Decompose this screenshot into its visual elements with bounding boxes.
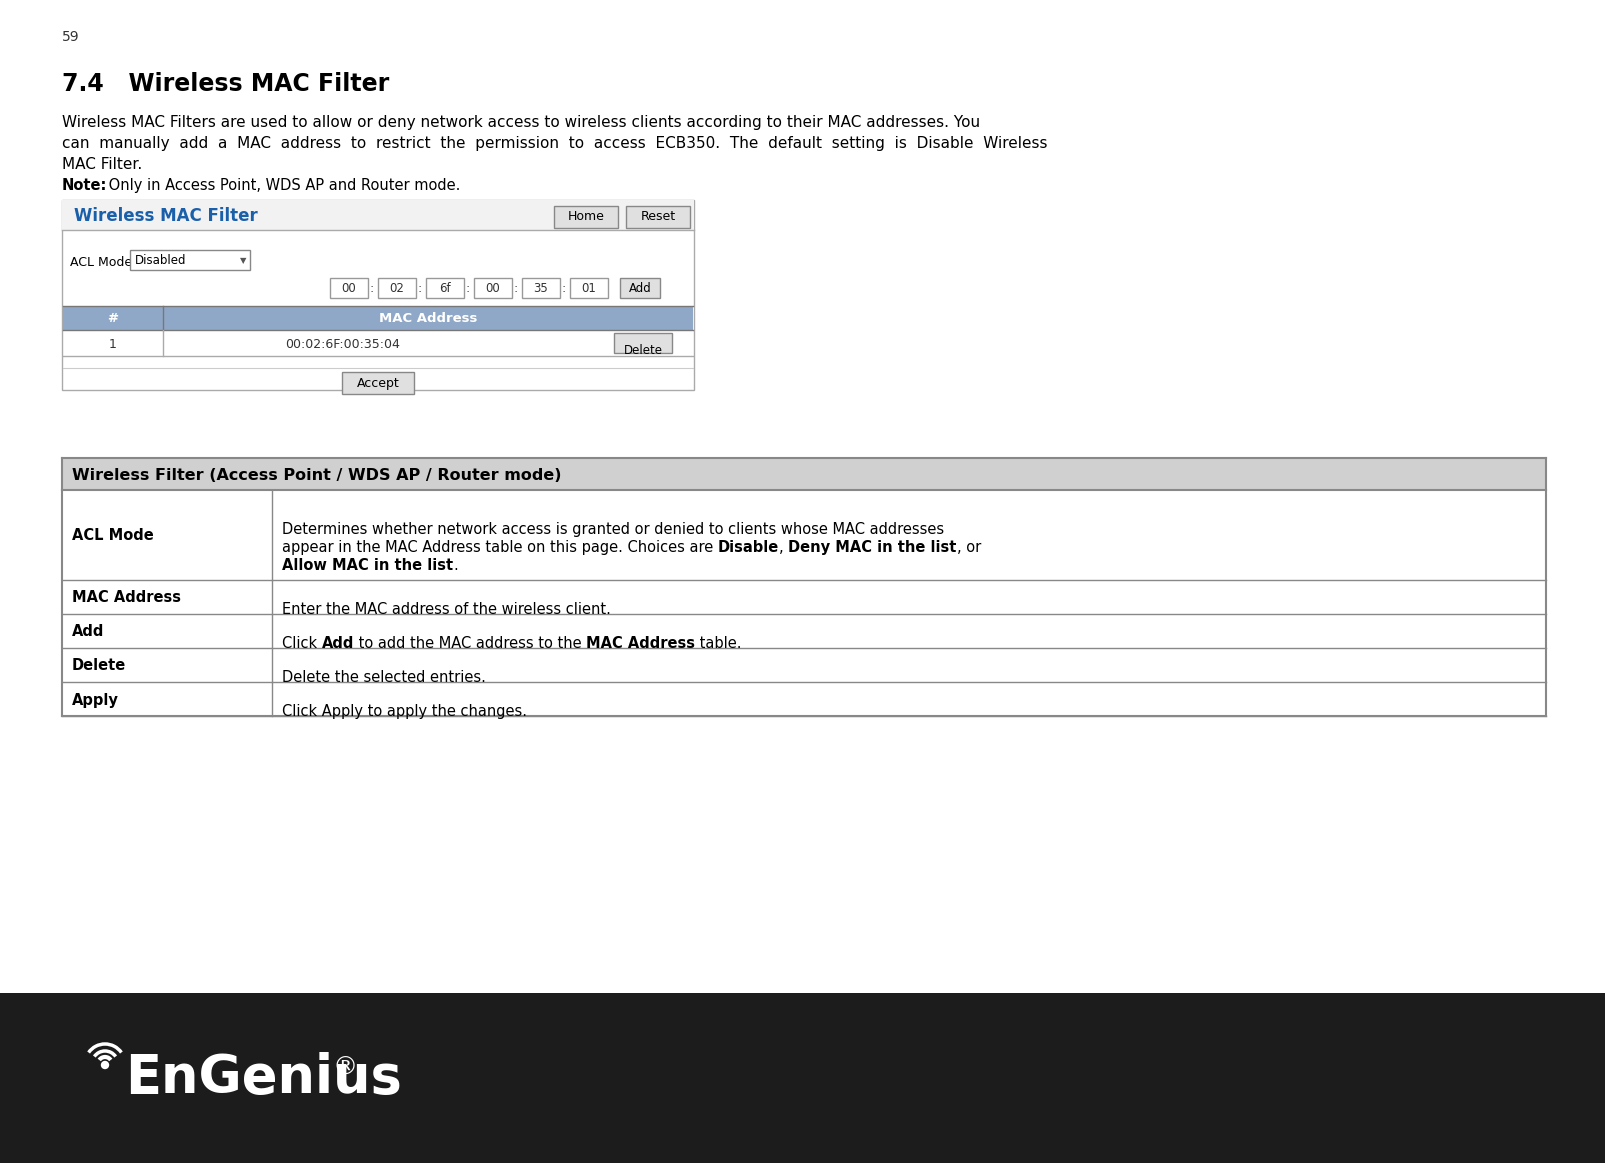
Bar: [63, 580, 1546, 614]
Bar: [0, 993, 1605, 1163]
Text: Add: Add: [628, 283, 652, 295]
Text: ®: ®: [332, 1056, 358, 1080]
Bar: [63, 306, 693, 330]
Bar: [473, 278, 512, 298]
Text: , or: , or: [957, 540, 981, 555]
Text: Note:: Note:: [63, 178, 108, 193]
Text: 00: 00: [485, 283, 501, 295]
Text: 35: 35: [533, 283, 547, 295]
Text: EnGenius: EnGenius: [125, 1053, 401, 1104]
Bar: [613, 333, 671, 354]
Bar: [620, 278, 660, 298]
Text: 1: 1: [109, 337, 117, 350]
Text: Delete the selected entries.: Delete the selected entries.: [282, 670, 486, 685]
Text: Only in Access Point, WDS AP and Router mode.: Only in Access Point, WDS AP and Router …: [104, 178, 461, 193]
Text: Reset: Reset: [640, 211, 676, 223]
Text: Wireless Filter (Access Point / WDS AP / Router mode): Wireless Filter (Access Point / WDS AP /…: [72, 468, 562, 483]
Text: appear in the MAC Address table on this page. Choices are: appear in the MAC Address table on this …: [282, 540, 717, 555]
Text: 00: 00: [342, 283, 356, 295]
Text: Add: Add: [321, 636, 355, 651]
Text: to add the MAC address to the: to add the MAC address to the: [355, 636, 586, 651]
Bar: [570, 278, 608, 298]
Bar: [63, 200, 693, 390]
Text: #: #: [108, 313, 119, 326]
Text: MAC Address: MAC Address: [379, 313, 477, 326]
Text: Delete: Delete: [72, 658, 127, 673]
Text: Enter the MAC address of the wireless client.: Enter the MAC address of the wireless cl…: [282, 602, 610, 618]
Bar: [342, 372, 414, 394]
Bar: [377, 278, 416, 298]
Text: ACL Mode: ACL Mode: [72, 528, 154, 543]
Text: ,: ,: [778, 540, 788, 555]
Text: 6f: 6f: [438, 283, 451, 295]
Text: Deny MAC in the list: Deny MAC in the list: [788, 540, 957, 555]
Text: :: :: [514, 283, 518, 295]
Text: :: :: [417, 283, 422, 295]
Text: :: :: [562, 283, 567, 295]
Text: 7.4   Wireless MAC Filter: 7.4 Wireless MAC Filter: [63, 72, 388, 97]
Text: Add: Add: [72, 625, 104, 640]
Bar: [63, 682, 1546, 716]
Text: Click Apply to apply the changes.: Click Apply to apply the changes.: [282, 704, 526, 719]
Text: 02: 02: [390, 283, 404, 295]
Text: Delete: Delete: [623, 343, 663, 357]
Text: Wireless MAC Filters are used to allow or deny network access to wireless client: Wireless MAC Filters are used to allow o…: [63, 115, 979, 130]
Bar: [63, 648, 1546, 682]
Circle shape: [101, 1062, 109, 1069]
Bar: [425, 278, 464, 298]
Text: Home: Home: [567, 211, 603, 223]
Text: ACL Mode: ACL Mode: [71, 256, 132, 269]
Text: .: .: [453, 558, 457, 573]
Text: Apply: Apply: [72, 692, 119, 707]
Text: Wireless MAC Filter: Wireless MAC Filter: [74, 207, 257, 224]
Bar: [130, 250, 250, 270]
Text: Determines whether network access is granted or denied to clients whose MAC addr: Determines whether network access is gra…: [282, 522, 944, 537]
Bar: [554, 206, 618, 228]
Text: MAC Address: MAC Address: [72, 591, 181, 606]
Text: Disable: Disable: [717, 540, 778, 555]
Text: MAC Filter.: MAC Filter.: [63, 157, 143, 172]
Text: 01: 01: [581, 283, 595, 295]
Bar: [63, 200, 693, 230]
Text: 00:02:6F:00:35:04: 00:02:6F:00:35:04: [286, 337, 400, 350]
Bar: [522, 278, 560, 298]
Text: Allow MAC in the list: Allow MAC in the list: [282, 558, 453, 573]
Bar: [63, 614, 1546, 648]
Bar: [626, 206, 690, 228]
Text: Disabled: Disabled: [135, 255, 186, 267]
Text: can  manually  add  a  MAC  address  to  restrict  the  permission  to  access  : can manually add a MAC address to restri…: [63, 136, 1046, 151]
Text: ▼: ▼: [239, 257, 246, 265]
Text: :: :: [369, 283, 374, 295]
Bar: [63, 458, 1546, 490]
Bar: [329, 278, 368, 298]
Text: Accept: Accept: [356, 377, 400, 390]
Text: MAC Address: MAC Address: [586, 636, 695, 651]
Text: 59: 59: [63, 30, 80, 44]
Text: Click: Click: [282, 636, 321, 651]
Text: table.: table.: [695, 636, 742, 651]
Bar: [63, 490, 1546, 580]
Text: :: :: [465, 283, 470, 295]
